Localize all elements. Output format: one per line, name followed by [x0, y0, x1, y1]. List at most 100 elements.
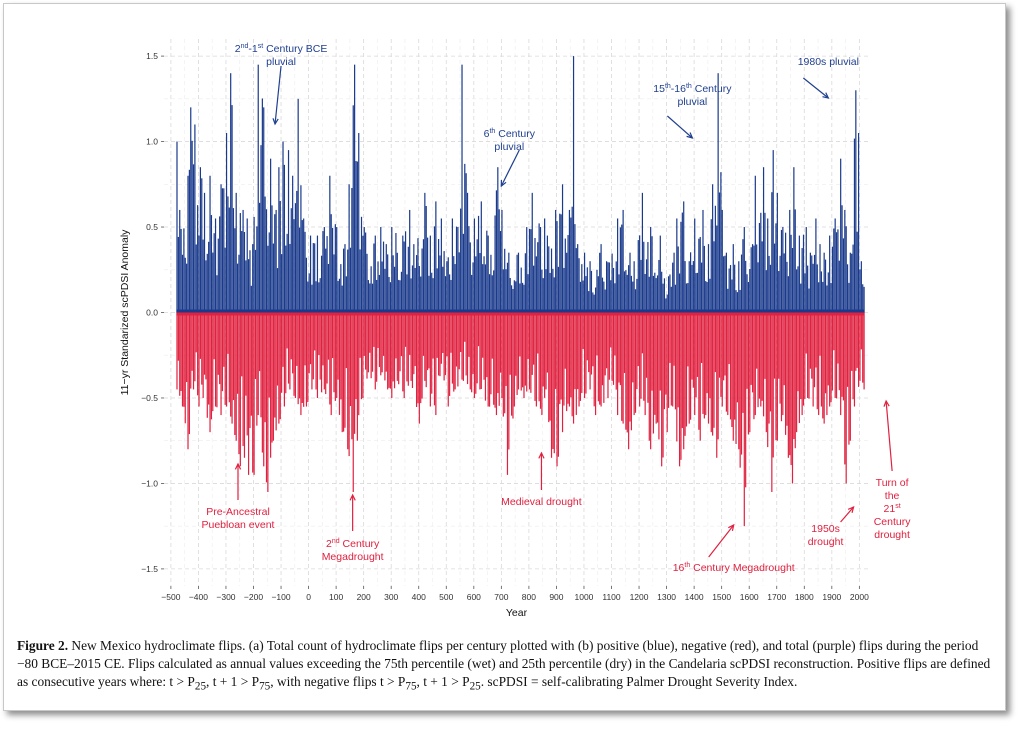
negative-bar	[278, 312, 280, 424]
negative-bar	[331, 312, 334, 359]
negative-bar	[197, 312, 199, 396]
positive-bar	[656, 275, 659, 313]
negative-bar	[805, 312, 807, 354]
negative-bar	[216, 312, 218, 408]
x-tick-label: 200	[357, 592, 371, 602]
positive-bar	[625, 270, 627, 313]
negative-bar	[718, 312, 721, 378]
negative-bar	[593, 312, 595, 407]
positive-bar	[420, 276, 422, 313]
positive-bar	[498, 209, 500, 313]
positive-bar	[816, 264, 818, 313]
positive-bar	[176, 141, 178, 313]
negative-bar	[694, 312, 696, 416]
positive-bar	[683, 201, 685, 313]
negative-bar	[796, 312, 798, 433]
positive-bar	[650, 227, 652, 313]
positive-bar	[789, 209, 791, 313]
negative-bar	[717, 312, 719, 440]
negative-bar	[764, 312, 766, 379]
negative-bar	[802, 312, 805, 406]
negative-bar	[570, 312, 572, 398]
negative-bar	[422, 312, 425, 356]
negative-bar	[453, 312, 455, 392]
negative-bar	[577, 312, 579, 390]
positive-bar	[491, 275, 493, 313]
positive-bar	[480, 201, 482, 313]
x-axis-label: Year	[506, 607, 528, 619]
positive-bar	[742, 239, 744, 313]
positive-bar	[450, 279, 452, 313]
annotation-label: 6th Century	[484, 128, 536, 140]
positive-bar	[502, 269, 504, 313]
positive-bar	[655, 278, 657, 313]
negative-bar	[497, 312, 499, 394]
positive-bar	[231, 105, 233, 313]
positive-bar	[369, 283, 371, 313]
negative-bar	[566, 312, 568, 412]
negative-bar	[736, 312, 739, 403]
negative-bar	[260, 312, 262, 418]
negative-bar	[355, 312, 357, 400]
negative-bar	[382, 312, 385, 356]
negative-bar	[606, 312, 608, 369]
negative-bar	[363, 312, 365, 356]
negative-bar	[494, 312, 496, 408]
negative-bar	[539, 312, 542, 409]
negative-bar	[672, 312, 674, 407]
negative-bar	[557, 312, 560, 457]
positive-bar	[314, 243, 316, 313]
positive-bar	[301, 220, 303, 313]
positive-bar	[849, 252, 851, 313]
negative-bar	[403, 312, 405, 398]
positive-bar	[333, 254, 335, 313]
positive-bar	[826, 285, 828, 313]
positive-bar	[824, 259, 827, 313]
y-tick-label: 1.0	[146, 137, 158, 147]
positive-bar	[316, 235, 319, 313]
positive-bar	[287, 150, 290, 313]
positive-bar	[640, 259, 642, 313]
negative-bar	[651, 312, 653, 391]
negative-bar	[681, 312, 683, 429]
negative-bar	[545, 312, 547, 390]
positive-bar	[352, 105, 354, 313]
positive-bar	[538, 223, 540, 313]
negative-bar	[336, 312, 338, 398]
arrowhead-icon	[500, 179, 507, 188]
negative-bar	[567, 312, 569, 404]
negative-bar	[264, 312, 266, 423]
annotation-label: Turn of	[876, 477, 909, 489]
positive-bar	[197, 205, 199, 313]
positive-bar	[731, 279, 733, 313]
positive-bar	[272, 243, 274, 313]
negative-bar	[564, 312, 566, 369]
negative-bar	[373, 312, 375, 347]
positive-bar	[508, 252, 510, 313]
negative-bar	[341, 312, 343, 433]
negative-bar	[596, 312, 598, 356]
annotation-text: Century Megadrought	[690, 562, 795, 574]
negative-bar	[433, 312, 436, 406]
arrowhead-icon	[349, 493, 356, 501]
positive-bar	[213, 233, 215, 313]
caption-text: . scPDSI = self-calibrating Palmer Droug…	[480, 674, 798, 689]
positive-bar	[535, 256, 537, 313]
positive-bar	[831, 246, 834, 313]
positive-bar	[710, 219, 712, 313]
negative-bar	[424, 312, 426, 381]
negative-bar	[347, 312, 349, 450]
positive-bar	[243, 232, 246, 313]
negative-bar	[344, 312, 346, 428]
negative-bar	[756, 312, 758, 369]
x-tick-label: 1100	[602, 592, 621, 602]
annotation-text: 21	[884, 503, 896, 515]
negative-bar	[842, 312, 845, 401]
negative-bar	[629, 312, 631, 422]
positive-bar	[325, 248, 327, 313]
negative-bar	[626, 312, 628, 433]
negative-bar	[421, 312, 423, 399]
negative-bar	[307, 312, 309, 403]
positive-bar	[769, 264, 772, 313]
x-tick-label: 400	[412, 592, 426, 602]
